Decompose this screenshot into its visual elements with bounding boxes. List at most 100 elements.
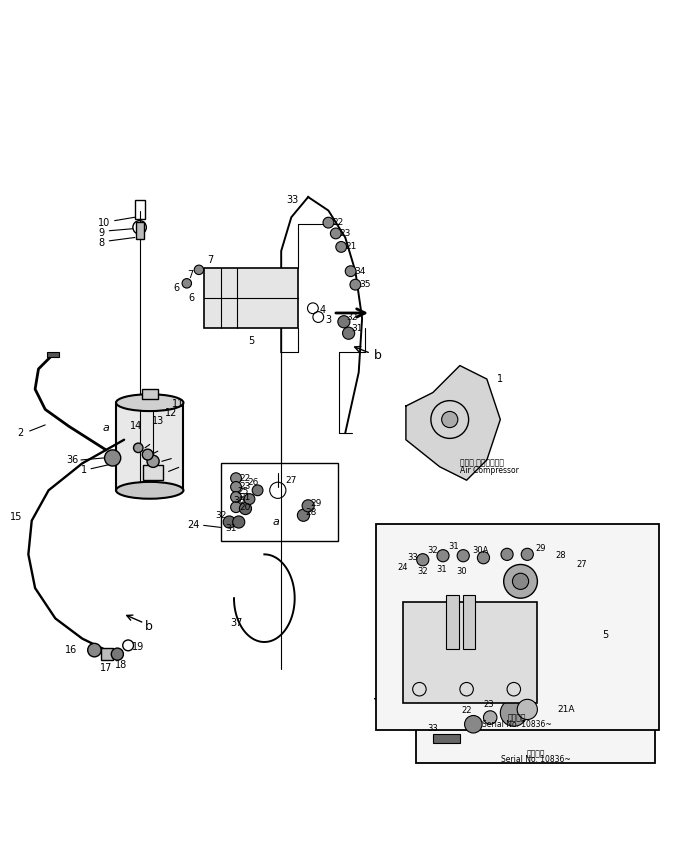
- Text: 29: 29: [536, 545, 546, 553]
- Circle shape: [297, 509, 309, 521]
- Text: 8: 8: [98, 238, 104, 248]
- Text: 27: 27: [286, 475, 297, 485]
- Circle shape: [343, 327, 355, 339]
- Text: 30: 30: [456, 566, 467, 576]
- Text: 7: 7: [187, 269, 194, 280]
- Text: 32: 32: [215, 511, 226, 520]
- Ellipse shape: [116, 481, 183, 499]
- Text: 適用号表: 適用号表: [508, 713, 527, 722]
- Circle shape: [253, 485, 263, 495]
- Text: Air Compressor: Air Compressor: [460, 466, 519, 475]
- Text: b: b: [144, 620, 152, 633]
- Text: 32: 32: [347, 313, 357, 321]
- Bar: [101, 648, 113, 660]
- Text: 1: 1: [81, 465, 87, 475]
- Text: 28: 28: [556, 551, 566, 560]
- Text: 19: 19: [131, 643, 144, 652]
- Circle shape: [336, 242, 347, 252]
- Circle shape: [240, 502, 252, 514]
- Bar: [135, 200, 145, 218]
- Bar: [221, 463, 338, 541]
- Text: 18: 18: [115, 660, 127, 670]
- Bar: [47, 352, 60, 358]
- Circle shape: [233, 516, 245, 528]
- Text: 22: 22: [332, 218, 343, 227]
- Text: b: b: [374, 349, 382, 362]
- Text: 23: 23: [340, 229, 351, 238]
- Bar: [135, 222, 144, 239]
- Circle shape: [244, 494, 255, 505]
- Text: 10: 10: [98, 217, 110, 228]
- Bar: [376, 524, 659, 730]
- Bar: [433, 734, 460, 743]
- Circle shape: [437, 550, 449, 562]
- Text: 27: 27: [576, 560, 586, 569]
- Text: 28: 28: [306, 508, 318, 517]
- Text: 22: 22: [240, 474, 251, 482]
- Text: 13: 13: [152, 416, 165, 426]
- Text: 6: 6: [188, 294, 194, 303]
- Circle shape: [350, 279, 361, 290]
- Circle shape: [88, 643, 101, 656]
- Text: 3: 3: [326, 314, 332, 325]
- Circle shape: [417, 553, 429, 565]
- Text: 12: 12: [165, 408, 177, 417]
- Circle shape: [142, 449, 153, 460]
- Bar: [446, 595, 458, 649]
- Text: 30A: 30A: [472, 546, 488, 555]
- Circle shape: [512, 573, 529, 590]
- Circle shape: [330, 228, 341, 239]
- Text: 2: 2: [17, 428, 24, 438]
- Circle shape: [231, 501, 242, 513]
- Ellipse shape: [116, 394, 183, 411]
- Bar: [143, 465, 163, 480]
- Text: 29: 29: [311, 499, 322, 507]
- Circle shape: [477, 552, 489, 564]
- Text: 31: 31: [351, 324, 362, 333]
- Text: a: a: [102, 423, 109, 433]
- Circle shape: [517, 700, 538, 720]
- Text: 21: 21: [345, 242, 356, 251]
- Circle shape: [521, 548, 533, 560]
- Text: 15: 15: [10, 513, 22, 522]
- Circle shape: [194, 265, 204, 275]
- Text: 31: 31: [437, 565, 447, 573]
- Bar: [416, 672, 655, 763]
- Circle shape: [483, 711, 497, 724]
- Text: 33: 33: [408, 553, 418, 562]
- Text: 32: 32: [428, 546, 438, 555]
- Text: 30: 30: [233, 496, 244, 505]
- Text: 1: 1: [497, 374, 504, 384]
- Circle shape: [501, 548, 513, 560]
- Circle shape: [223, 516, 236, 528]
- Circle shape: [147, 456, 159, 468]
- Text: 34: 34: [354, 267, 366, 275]
- Text: 22: 22: [461, 707, 472, 715]
- Text: 37: 37: [230, 618, 242, 628]
- Text: a: a: [273, 517, 280, 527]
- Text: 7: 7: [207, 255, 213, 265]
- Circle shape: [182, 279, 192, 288]
- Circle shape: [345, 266, 356, 276]
- Text: 24: 24: [188, 520, 200, 530]
- Text: 4: 4: [320, 306, 326, 315]
- Text: 9: 9: [98, 228, 104, 238]
- Circle shape: [231, 492, 242, 502]
- Text: 5: 5: [248, 336, 254, 346]
- Text: 26: 26: [247, 478, 259, 487]
- Circle shape: [457, 550, 469, 562]
- Circle shape: [441, 411, 458, 428]
- Circle shape: [500, 700, 527, 727]
- Text: 33: 33: [427, 724, 438, 733]
- Circle shape: [504, 565, 538, 598]
- Text: 20: 20: [240, 502, 251, 512]
- Text: 25: 25: [237, 488, 248, 496]
- Bar: [403, 602, 538, 702]
- Circle shape: [133, 443, 143, 453]
- Text: 36: 36: [66, 455, 79, 465]
- Bar: [116, 403, 183, 490]
- Bar: [463, 595, 475, 649]
- Text: 17: 17: [100, 663, 112, 673]
- Text: 適用号表: 適用号表: [527, 749, 545, 759]
- Circle shape: [302, 500, 314, 512]
